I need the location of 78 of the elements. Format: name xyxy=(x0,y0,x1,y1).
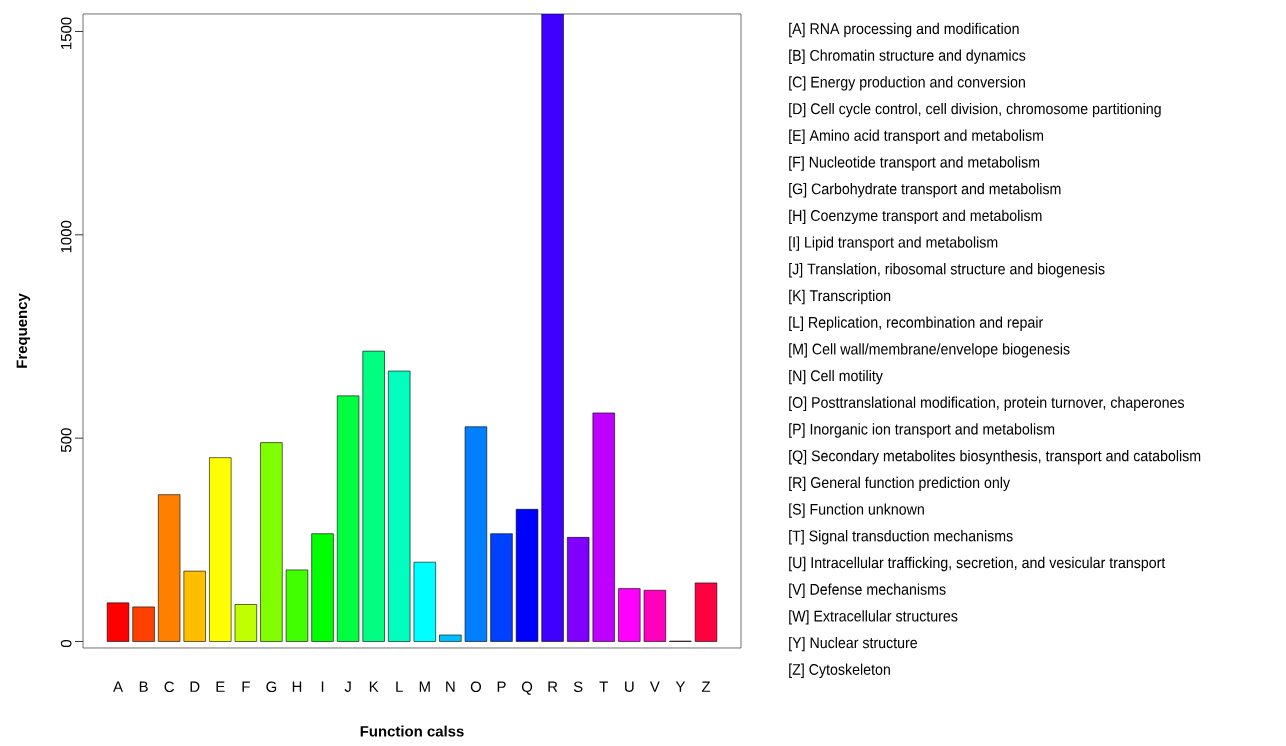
text: [Y] Nuclear structure xyxy=(789,636,918,652)
x-tick-label: O xyxy=(470,681,482,693)
bar xyxy=(209,457,232,642)
x-tick-label: Q xyxy=(521,681,533,695)
bar xyxy=(260,442,283,642)
x-tick-label: U xyxy=(625,681,634,692)
text: [O] Posttranslational modification, protein turnover, chaperones xyxy=(789,396,1185,411)
x-tick-label: Z xyxy=(701,681,711,692)
y-tick-label: 500 xyxy=(60,428,72,453)
x-tick-label: F xyxy=(242,681,250,692)
bar xyxy=(643,589,667,642)
bar xyxy=(618,588,641,642)
text: [F] Nucleotide transport and metabolism xyxy=(789,156,1040,171)
x-tick-label: D xyxy=(190,681,200,692)
text: [N] Cell motility xyxy=(789,369,883,385)
bar xyxy=(388,370,411,642)
text: [I] Lipid transport and metabolism xyxy=(789,236,998,251)
x-tick-label: J xyxy=(344,681,351,692)
text: [H] Coenzyme transport and metabolism xyxy=(789,209,1042,225)
x-tick-label: B xyxy=(139,681,148,692)
text: [R] General function prediction only xyxy=(789,476,1011,492)
bar xyxy=(592,412,615,642)
text: [V] Defense mechanisms xyxy=(789,583,946,598)
text: [P] Inorganic ion transport and metabolism xyxy=(789,423,1055,438)
bar xyxy=(490,533,513,642)
text: [A] RNA processing and modification xyxy=(789,22,1019,38)
text: [J] Translation, ribosomal structure and biogenesis xyxy=(789,263,1105,278)
bar xyxy=(183,570,206,642)
x-tick-label: V xyxy=(649,681,660,692)
x-tick-label: P xyxy=(497,681,506,692)
x-tick-label: E xyxy=(216,681,225,692)
bar xyxy=(515,509,539,642)
x-tick-label: R xyxy=(548,681,558,692)
x-axis-title: Function calss xyxy=(360,725,464,737)
x-tick-label: K xyxy=(369,681,379,692)
x-tick-label: G xyxy=(266,681,277,693)
y-tick-label: 1500 xyxy=(60,17,72,49)
bar xyxy=(541,13,564,642)
bar xyxy=(157,494,181,642)
bar xyxy=(694,582,718,642)
text: [C] Energy production and conversion xyxy=(789,76,1025,91)
text: [D] Cell cycle control, cell division, chromosome partitioning xyxy=(789,102,1161,118)
bar xyxy=(311,533,334,642)
x-tick-label: A xyxy=(113,681,123,692)
bar xyxy=(132,606,155,642)
bar xyxy=(439,634,462,642)
bar xyxy=(336,395,360,642)
y-tick-label: 1000 xyxy=(60,220,72,253)
text: [B] Chromatin structure and dynamics xyxy=(789,49,1026,64)
text: [Z] Cytoskeleton xyxy=(789,663,890,678)
x-tick-label: Y xyxy=(675,681,686,692)
x-tick-label: N xyxy=(446,681,455,692)
bar xyxy=(106,602,130,642)
y-axis-title: Frequency xyxy=(16,293,31,368)
text: [S] Function unknown xyxy=(789,503,924,518)
x-tick-label: I xyxy=(321,681,324,692)
bar xyxy=(234,604,258,642)
bar xyxy=(362,350,385,642)
x-tick-label: L xyxy=(396,681,403,692)
text: [E] Amino acid transport and metabolism xyxy=(789,129,1044,144)
bar xyxy=(567,537,590,642)
x-tick-label: C xyxy=(164,681,174,693)
text: [W] Extracellular structures xyxy=(789,610,958,625)
x-tick-label: T xyxy=(599,681,608,692)
y-tick-label: 0 xyxy=(60,639,72,648)
text: [G] Carbohydrate transport and metabolism xyxy=(789,182,1061,198)
x-tick-label: H xyxy=(292,681,302,692)
text: [U] Intracellular trafficking, secretion, and vesicular transport xyxy=(789,556,1166,572)
x-tick-label: M xyxy=(419,681,430,692)
text: [K] Transcription xyxy=(789,289,891,305)
text: [Q] Secondary metabolites biosynthesis, transport and catabolism xyxy=(789,449,1201,465)
text: [T] Signal transduction mechanisms xyxy=(789,530,1013,545)
x-tick-label: S xyxy=(573,681,583,693)
text: [M] Cell wall/membrane/envelope biogenesis xyxy=(789,343,1070,358)
bar xyxy=(464,426,488,642)
bar xyxy=(413,561,436,642)
text: [L] Replication, recombination and repair xyxy=(789,316,1043,331)
bar xyxy=(285,569,309,642)
